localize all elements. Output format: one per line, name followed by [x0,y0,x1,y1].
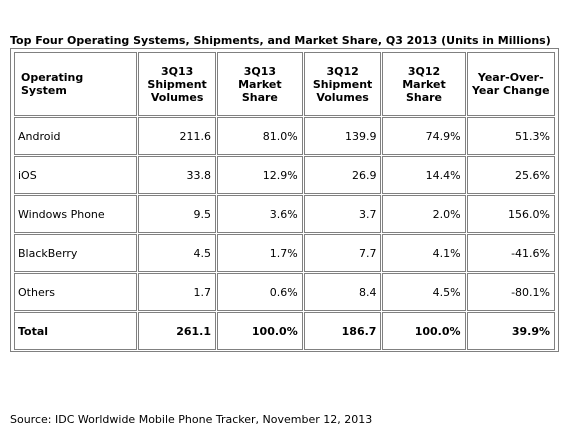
table-title: Top Four Operating Systems, Shipments, a… [10,34,551,47]
total-label-cell: Total [14,312,138,350]
column-header: 3Q13 Market Share [216,52,303,116]
os-name-cell: iOS [14,156,138,194]
value-cell: 4.5% [382,273,466,311]
value-cell: 7.7 [303,234,382,272]
value-cell: 1.7 [138,273,216,311]
value-cell: -41.6% [466,234,555,272]
value-cell: 211.6 [138,117,216,155]
value-cell: 51.3% [466,117,555,155]
table-row: Android 211.6 81.0% 139.9 74.9% 51.3% [14,117,555,155]
total-value-cell: 186.7 [303,312,382,350]
value-cell: 1.7% [216,234,303,272]
table-row: Others 1.7 0.6% 8.4 4.5% -80.1% [14,273,555,311]
value-cell: 0.6% [216,273,303,311]
value-cell: 9.5 [138,195,216,233]
value-cell: 14.4% [382,156,466,194]
value-cell: 12.9% [216,156,303,194]
total-row: Total 261.1 100.0% 186.7 100.0% 39.9% [14,312,555,350]
value-cell: 156.0% [466,195,555,233]
cut-off-text-line [30,434,560,440]
value-cell: 81.0% [216,117,303,155]
value-cell: 139.9 [303,117,382,155]
value-cell: 4.1% [382,234,466,272]
total-value-cell: 39.9% [466,312,555,350]
column-header: Year-Over-Year Change [466,52,555,116]
market-share-table: Operating System 3Q13 Shipment Volumes 3Q1… [13,51,556,351]
value-cell: 2.0% [382,195,466,233]
header-row: Operating System 3Q13 Shipment Volumes 3Q1… [14,52,555,116]
column-header: 3Q12 Shipment Volumes [303,52,382,116]
os-name-cell: BlackBerry [14,234,138,272]
os-name-cell: Windows Phone [14,195,138,233]
total-value-cell: 100.0% [382,312,466,350]
data-table-frame: Operating System 3Q13 Shipment Volumes 3Q1… [10,48,559,352]
value-cell: 33.8 [138,156,216,194]
value-cell: 8.4 [303,273,382,311]
value-cell: 3.6% [216,195,303,233]
value-cell: 3.7 [303,195,382,233]
table-row: BlackBerry 4.5 1.7% 7.7 4.1% -41.6% [14,234,555,272]
value-cell: -80.1% [466,273,555,311]
table-body: Android 211.6 81.0% 139.9 74.9% 51.3% iOS 33.8 1… [14,117,555,350]
value-cell: 74.9% [382,117,466,155]
column-header: 3Q12 Market Share [382,52,466,116]
total-value-cell: 100.0% [216,312,303,350]
os-name-cell: Others [14,273,138,311]
value-cell: 25.6% [466,156,555,194]
column-header: 3Q13 Shipment Volumes [138,52,216,116]
source-note: Source: IDC Worldwide Mobile Phone Track… [10,413,373,426]
column-header: Operating System [14,52,138,116]
table-row: Windows Phone 9.5 3.6% 3.7 2.0% 156.0% [14,195,555,233]
table-row: iOS 33.8 12.9% 26.9 14.4% 25.6% [14,156,555,194]
os-name-cell: Android [14,117,138,155]
total-value-cell: 261.1 [138,312,216,350]
value-cell: 26.9 [303,156,382,194]
value-cell: 4.5 [138,234,216,272]
